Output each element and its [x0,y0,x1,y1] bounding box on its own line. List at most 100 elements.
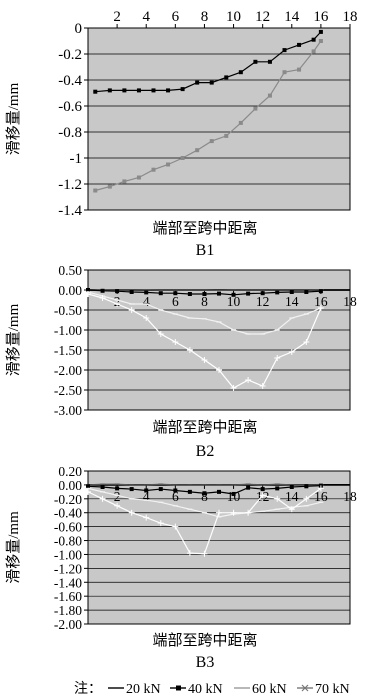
data-point [216,509,222,516]
x-tick-label: 14 [285,489,299,504]
data-point [85,291,91,297]
series-70kN [85,485,324,557]
data-point [151,167,156,172]
data-point [311,37,316,42]
data-point [166,162,171,167]
chart-title: B3 [196,654,215,671]
plot-area [87,470,351,625]
y-tick-label: 0.50 [58,263,82,278]
data-point [158,291,163,296]
data-point [289,290,294,294]
x-tick-label: 6 [172,489,179,504]
x-tick-label: 18 [343,489,357,504]
data-point [93,89,98,94]
data-point [86,484,90,489]
data-point [158,487,163,492]
data-point [318,289,323,294]
data-point [122,179,127,184]
x-tick-label: 2 [114,489,121,504]
data-point [107,184,112,189]
legend-marker [301,684,309,692]
x-axis-label: 端部至跨中距离 [152,632,257,649]
x-tick-label: 6 [172,294,179,309]
data-point [245,377,252,383]
data-point [186,550,193,557]
series-40kN [86,288,323,297]
data-point [128,307,135,313]
x-tick-label: 10 [227,294,241,309]
x-tick-label: 10 [227,489,241,504]
x-tick-label: 4 [143,294,150,309]
x-tick-label: 8 [201,9,209,25]
y-tick-label: -0.80 [54,534,82,549]
x-axis-label: 端部至跨中距离 [152,220,257,237]
data-point [238,120,243,125]
y-tick-label: -2.00 [54,363,82,378]
data-point [245,509,252,516]
data-point [274,355,281,361]
data-point [187,489,192,494]
data-point [231,491,236,496]
data-point [143,315,150,321]
data-point [231,292,236,297]
data-point [224,75,229,80]
legend-item-20kN: 20 kN [108,682,161,697]
series-20kN [85,288,324,292]
x-tick-label: 6 [172,9,180,25]
data-point [209,80,214,85]
x-tick-label: 12 [255,9,270,25]
legend-item-70kN: 70 kN [297,682,350,697]
data-point [115,289,120,294]
data-point [129,290,134,294]
y-tick-label: -1.00 [54,547,82,562]
data-point [202,292,207,296]
x-tick-label: 18 [343,294,357,309]
data-point [107,88,112,93]
data-point [230,509,237,516]
data-point [297,67,302,72]
data-point [260,487,265,492]
data-point [267,93,272,98]
data-point [304,290,309,294]
data-point [260,291,265,296]
data-point [122,88,127,93]
x-tick-label: 2 [113,9,121,25]
data-point [180,156,185,160]
legend-marker [176,685,181,691]
data-point [195,148,200,153]
y-tick-label: -0.60 [54,520,82,535]
legend-label: 70 kN [315,682,350,697]
x-tick-label: 4 [143,489,150,504]
data-point [202,491,207,496]
y-tick-label: 0.00 [58,478,82,493]
data-point [288,506,295,513]
data-point [297,42,302,47]
y-tick-label: -0.40 [54,506,82,521]
series-60kN [85,487,324,518]
legend-prefix: 注： [74,681,102,697]
data-point [303,339,310,345]
data-point [289,484,294,489]
data-point [195,80,200,85]
data-point [173,291,178,296]
x-tick-label: 14 [284,9,300,25]
x-tick-label: 12 [256,294,270,309]
data-point [93,188,98,193]
x-tick-label: 14 [285,294,299,309]
data-point [275,486,280,491]
data-point [157,331,164,337]
data-point [151,88,156,93]
data-point [129,487,134,492]
data-point [115,486,120,491]
x-tick-label: 4 [142,9,150,25]
y-tick-label: -1.40 [54,575,82,590]
x-tick-label: 16 [314,489,328,504]
data-point [246,485,251,490]
y-tick-label: -3.00 [54,403,82,418]
y-tick-label: -1.4 [58,203,82,219]
y-tick-label: -1 [70,151,83,167]
data-point [144,290,149,295]
data-point [99,295,106,301]
series-60kN [93,39,323,193]
